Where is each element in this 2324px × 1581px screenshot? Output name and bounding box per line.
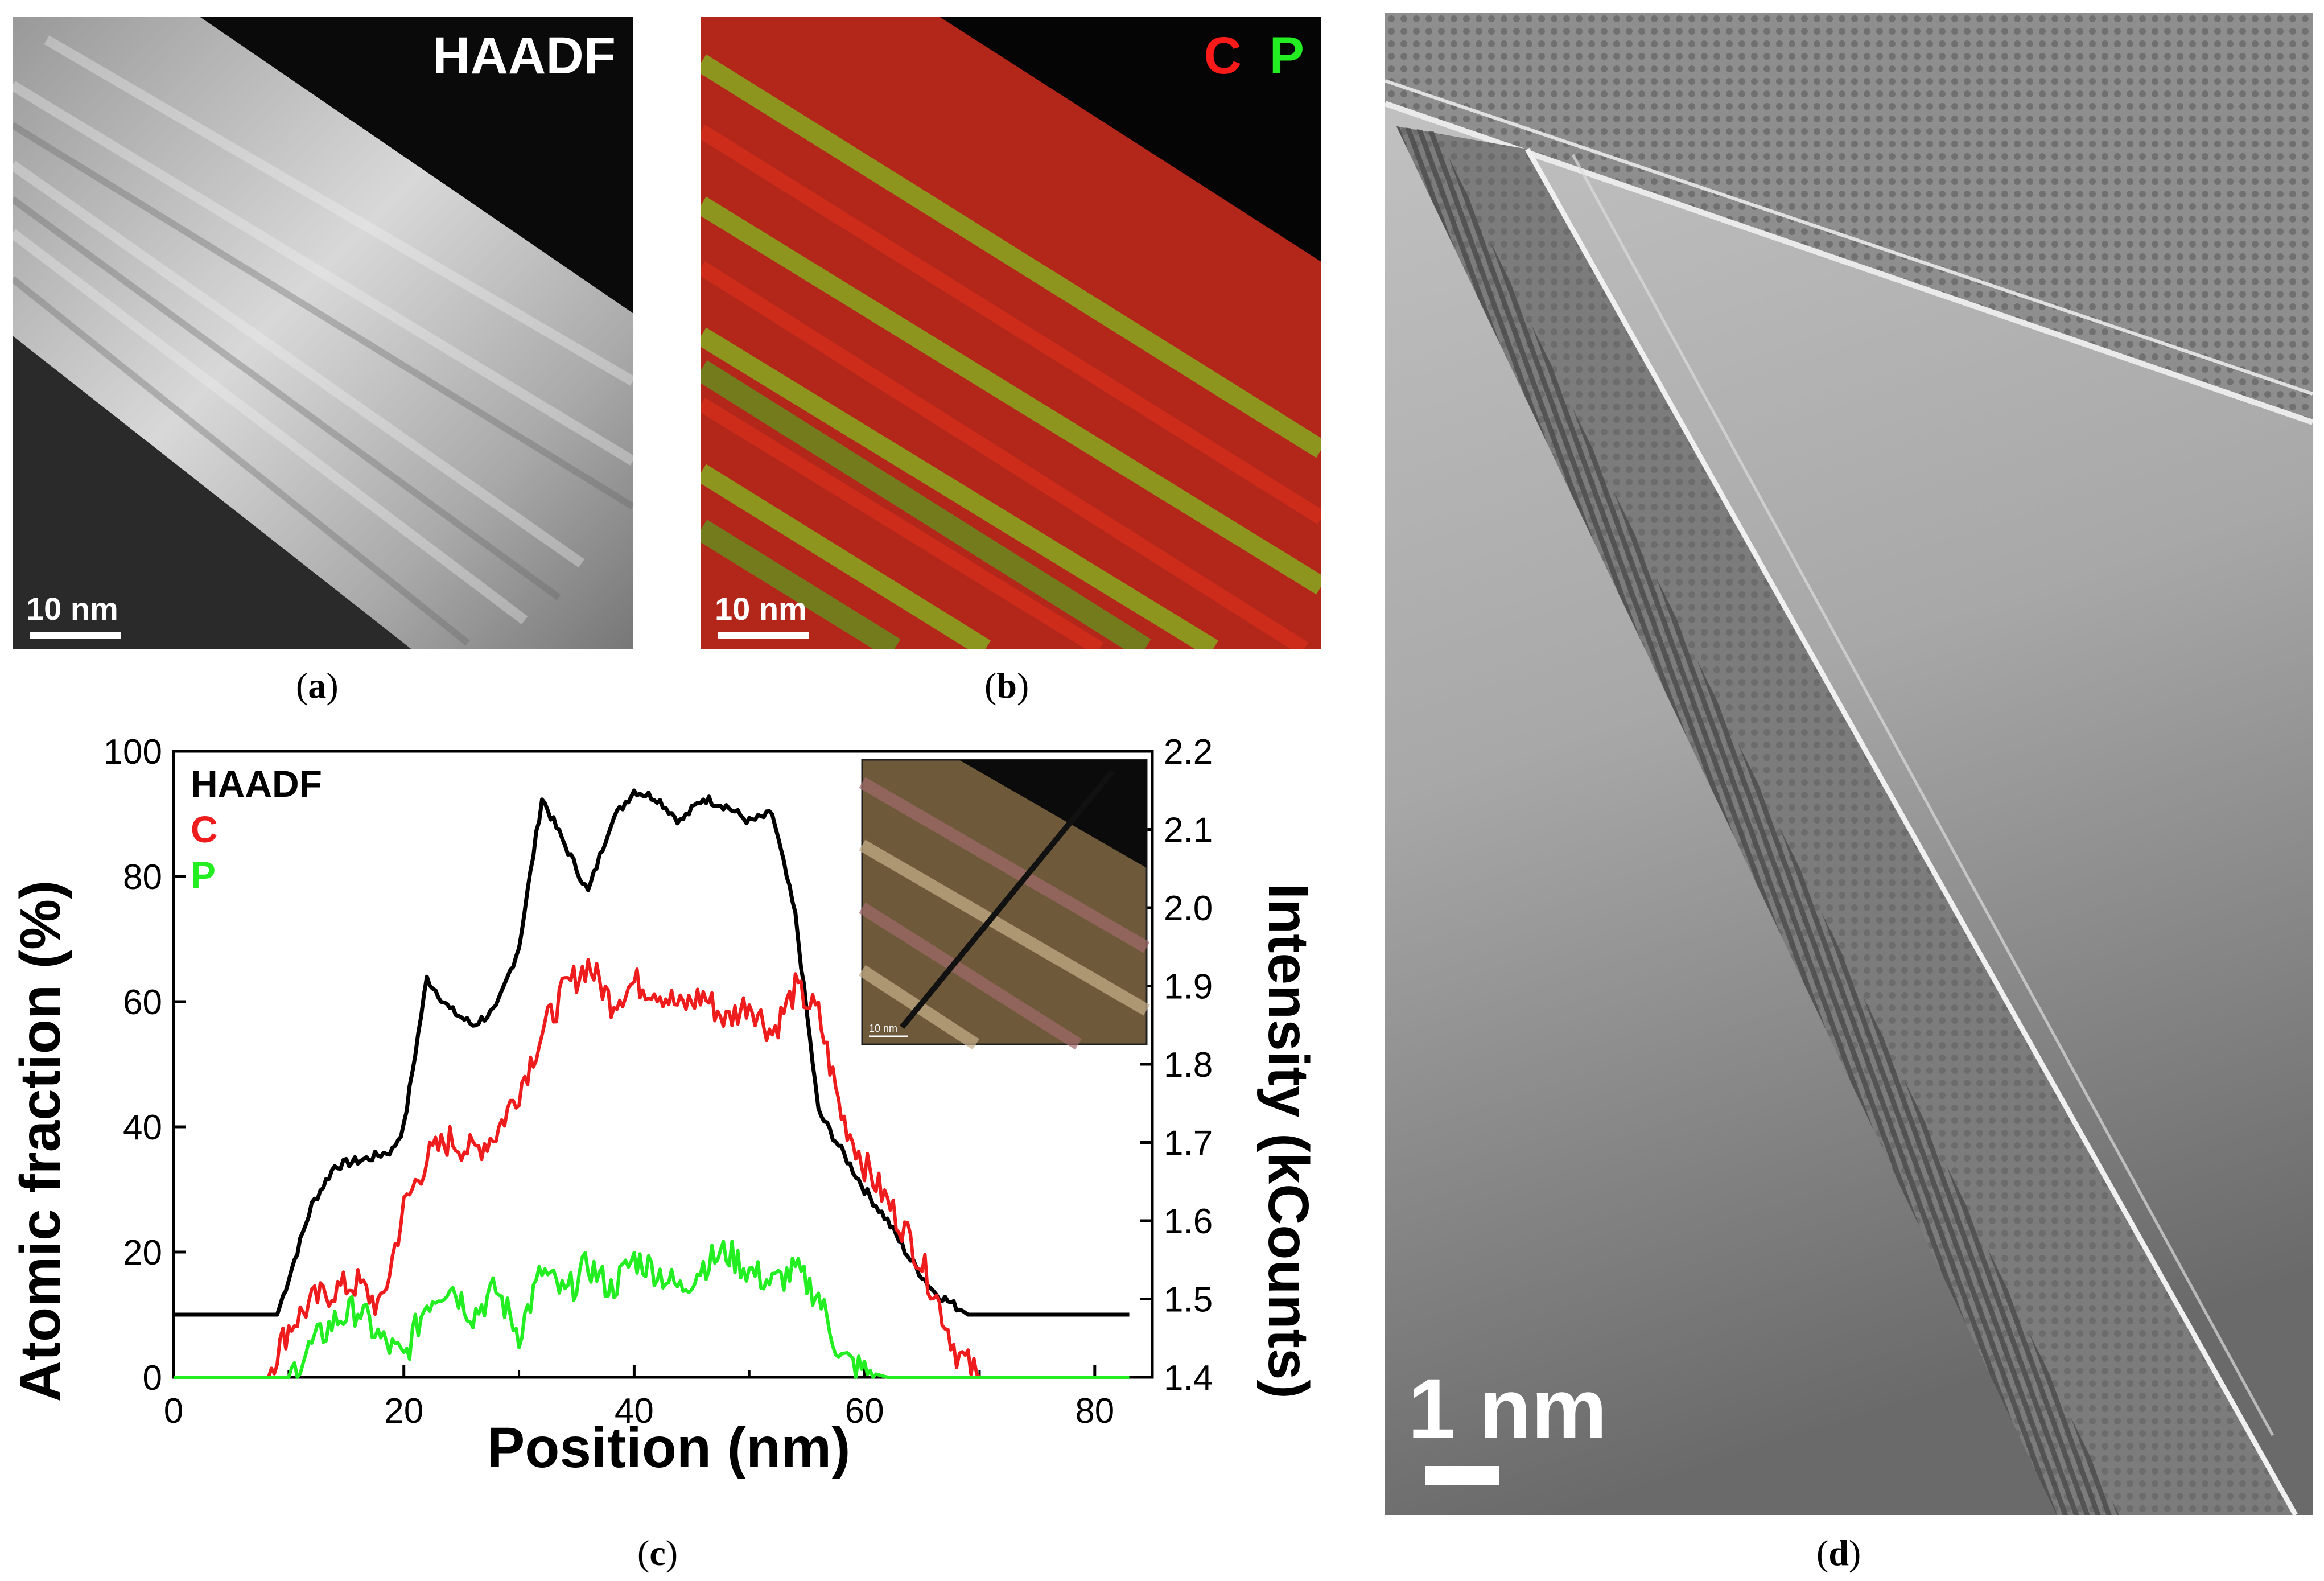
inset-stripe: [859, 839, 1150, 1016]
y-tick-label: 40: [123, 1108, 162, 1147]
legend-entry-p: P: [191, 854, 216, 896]
y-right-tick-label: 1.6: [1164, 1202, 1213, 1241]
y-tick-label: 80: [123, 858, 162, 897]
scale-bar-a: [30, 632, 121, 639]
y-right-tick-label: 2.1: [1164, 811, 1213, 850]
caption-c: (c): [637, 1533, 678, 1573]
x-tick-label: 20: [384, 1391, 423, 1431]
haadf-image-panel: HAADF 10 nm: [13, 17, 633, 649]
y-tick-label: 100: [104, 732, 162, 772]
haadf-image: [13, 17, 633, 649]
line-scan-chart: 0 20 40 60 80 0 20 40 60 80 100 1.4 1.5 1.6 1.7 1.8 1.9 2…: [9, 732, 1320, 1480]
series-line-p: [174, 1240, 1130, 1379]
series-line-haadf: [174, 788, 1130, 1317]
scale-label-d: 1 nm: [1408, 1361, 1608, 1456]
y-right-tick-label: 1.4: [1164, 1358, 1213, 1398]
x-tick-label: 80: [1075, 1391, 1114, 1431]
caption-b: (b): [984, 665, 1029, 706]
hrtem-image: [1385, 13, 2313, 1515]
hrtem-image-panel: 1 nm: [1385, 13, 2313, 1515]
scale-bar-b: [718, 632, 809, 639]
y-axis-label: Atomic fraction (%): [9, 880, 72, 1402]
y-tick-label: 20: [123, 1233, 162, 1273]
y-right-axis-label: Intensity (kCounts): [1256, 883, 1320, 1399]
y-right-tick-label: 1.5: [1164, 1281, 1213, 1320]
legend-entry-haadf: HAADF: [191, 763, 322, 805]
legend-c: C: [1204, 27, 1242, 85]
x-tick-label: 60: [845, 1391, 884, 1431]
x-tick-label: 40: [615, 1391, 654, 1431]
y-tick-label: 60: [123, 983, 162, 1022]
x-tick-label: 0: [164, 1391, 183, 1431]
inset-scan-line: [900, 769, 1115, 1030]
scale-label-b: 10 nm: [715, 591, 807, 627]
scale-label-a: 10 nm: [26, 591, 118, 627]
y-right-tick-label: 2.2: [1164, 732, 1213, 772]
y-tick-label: 0: [143, 1358, 162, 1398]
inset-scale-label: 10 nm: [869, 1023, 897, 1034]
y-right-tick-label: 1.8: [1164, 1045, 1213, 1085]
edx-map-panel: C P 10 nm: [701, 17, 1321, 649]
inset-stripe: [859, 902, 1082, 1050]
legend-entry-c: C: [191, 808, 218, 850]
y-right-tick-label: 1.7: [1164, 1124, 1213, 1163]
series-line-c: [174, 958, 1130, 1379]
caption-a: (a): [296, 665, 339, 706]
caption-d: (d): [1816, 1533, 1861, 1573]
series-layer: [174, 788, 1130, 1379]
inset-image: 10 nm: [859, 759, 1150, 1050]
y-right-tick-label: 2.0: [1164, 889, 1213, 928]
x-axis-label: Position (nm): [487, 1416, 851, 1480]
scale-bar-d: [1425, 1466, 1499, 1485]
y-right-tick-label: 1.9: [1164, 967, 1213, 1007]
haadf-label: HAADF: [432, 27, 616, 85]
legend-p: P: [1269, 27, 1304, 85]
inset-stripe: [859, 777, 1150, 953]
edx-map-image: [701, 17, 1321, 649]
